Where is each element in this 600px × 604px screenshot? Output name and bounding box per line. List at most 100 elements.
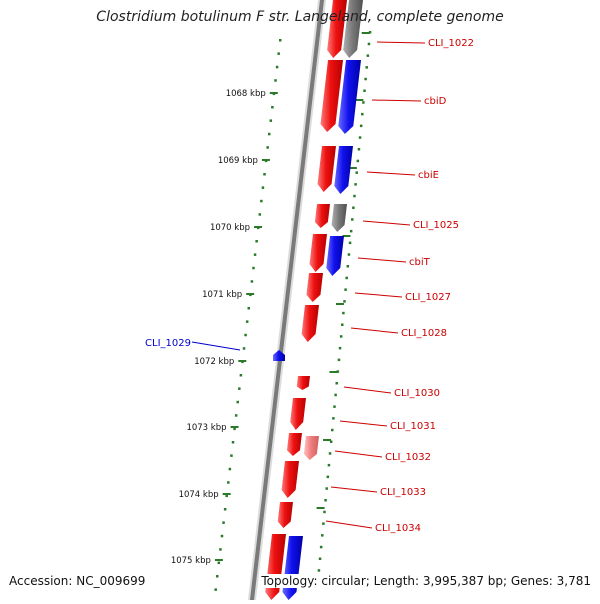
ruler-dot-outer [364, 77, 367, 81]
ruler-dot-outer [365, 66, 368, 69]
ruler-dot-outer [333, 405, 336, 408]
ruler-dot [227, 481, 230, 484]
gene-label-CLI_1034[interactable]: CLI_1034 [375, 523, 421, 534]
ruler-dot [217, 561, 221, 565]
ruler-dot-outer [361, 112, 364, 116]
gene-CLI_1030-arrow [296, 376, 310, 390]
gene-CLI_1033-arrow [281, 461, 299, 498]
ruler-dot [244, 333, 247, 337]
ruler-dot-outer [368, 31, 372, 34]
ruler-dot-outer [366, 54, 370, 57]
ruler-dot-outer [342, 311, 345, 315]
gene-CLI_1025-arrow [314, 204, 330, 228]
ruler-dot-outer [363, 89, 366, 92]
gene-label-leader [376, 41, 426, 44]
gene-cbiE-complement-arrow [334, 146, 353, 194]
feature-gray-arrow [343, 0, 363, 58]
gene-cbiE-arrow [317, 146, 336, 192]
ruler-dot-outer [338, 346, 342, 350]
ruler-dot [250, 280, 254, 283]
ruler-dot [271, 106, 274, 109]
gene-next-complement-arrow [282, 536, 303, 600]
ruler-tick-label: 1071 kbp [202, 290, 242, 300]
gene-label-layer: CLI_1022 cbiD cbiE CLI_1025 cbiT CLI_1027 CLI_… [145, 38, 474, 534]
gene-label-leader [350, 327, 399, 334]
ruler-dot [238, 387, 241, 390]
ruler-dot-outer [325, 487, 328, 490]
gene-label-CLI_1029[interactable]: CLI_1029 [145, 338, 191, 349]
ruler-dot-outer [317, 569, 321, 572]
gene-label-leader [191, 341, 241, 351]
ruler-dot [233, 427, 236, 431]
ruler-dot [274, 79, 277, 82]
ruler-dot [219, 548, 222, 551]
ruler-dot [214, 588, 217, 591]
ruler-dot [245, 320, 249, 323]
gene-cbiD-complement-arrow [338, 60, 361, 134]
ruler-dot-outer [323, 510, 326, 514]
feature-track [265, 0, 363, 600]
ruler-dot-outer [327, 463, 331, 467]
ruler-dot-outer [339, 335, 343, 338]
gene-label-leader [330, 486, 378, 493]
ruler-dot-outer [328, 452, 332, 455]
gene-label-CLI_1031[interactable]: CLI_1031 [390, 421, 436, 432]
gene-label-leader [354, 292, 403, 298]
ruler-tick-label: 1075 kbp [171, 556, 211, 566]
gene-label-cbiE[interactable]: cbiE [418, 170, 439, 181]
ruler-dot-outer [344, 288, 347, 291]
gene-cbiT-arrow [309, 234, 327, 272]
ruler-dot-outer [324, 499, 327, 502]
ruler-dot-outer [326, 475, 330, 479]
gene-label-leader [339, 420, 388, 427]
ruler-dot-outer [356, 159, 360, 163]
ruler-dot [247, 307, 251, 310]
ruler-dot [260, 199, 263, 203]
ruler-dot [279, 39, 282, 42]
gene-CLI_1027-arrow [306, 273, 323, 302]
gene-label-CLI_1030[interactable]: CLI_1030 [394, 388, 440, 399]
gene-label-CLI_1033[interactable]: CLI_1033 [380, 487, 426, 498]
ruler-dot [263, 173, 266, 176]
gene-label-cbiD[interactable]: cbiD [424, 96, 447, 107]
gene-label-leader [366, 171, 416, 176]
gene-label-cbiT[interactable]: cbiT [409, 257, 431, 268]
gene-label-leader [362, 220, 411, 226]
ruler-dot-outer [334, 393, 337, 397]
gene-CLI_1031-arrow [290, 398, 306, 430]
ruler-dot [266, 146, 269, 149]
ruler-dot [220, 534, 224, 538]
ruler-dot [234, 414, 238, 417]
ruler-dot-outer [355, 171, 358, 174]
ruler-dot-outer [346, 265, 350, 268]
ruler-dot-outer [357, 148, 361, 151]
ruler-dot-outer [336, 370, 340, 373]
ruler-dot-outer [318, 557, 322, 560]
gene-label-CLI_1022[interactable]: CLI_1022 [428, 38, 474, 49]
ruler-dot [236, 400, 239, 404]
ruler-dot [253, 253, 257, 256]
ruler-dot [223, 508, 227, 511]
ruler-dot-outer [359, 124, 363, 128]
ruler-dot-outer [332, 417, 335, 420]
ruler-dot [258, 213, 262, 216]
gene-CLI_1034-arrow [277, 502, 293, 528]
ruler-dot-outer [362, 101, 365, 104]
gene-label-CLI_1025[interactable]: CLI_1025 [413, 220, 459, 231]
ruler-dot-outer [354, 183, 357, 186]
position-ruler: 1068 kbp 1069 kbp 1070 kbp 1071 kbp 1072 kbp… [171, 31, 372, 591]
gene-label-CLI_1028[interactable]: CLI_1028 [401, 328, 447, 339]
ruler-dot [269, 119, 273, 122]
gene-label-leader [343, 386, 392, 394]
ruler-dot [225, 494, 228, 498]
genome-summary-text: Topology: circular; Length: 3,995,387 bp… [259, 574, 591, 588]
ruler-dot-outer [341, 323, 344, 326]
ruler-dot-outer [351, 218, 354, 221]
gene-label-CLI_1027[interactable]: CLI_1027 [405, 292, 451, 303]
ruler-dot-outer [321, 534, 324, 537]
gene-CLI_1029-arrow [273, 350, 285, 361]
ruler-tick-label: 1073 kbp [186, 423, 226, 433]
gene-label-CLI_1032[interactable]: CLI_1032 [385, 452, 431, 463]
ruler-dot-outer [337, 358, 341, 362]
pseudo-feature-arrow [303, 436, 319, 460]
